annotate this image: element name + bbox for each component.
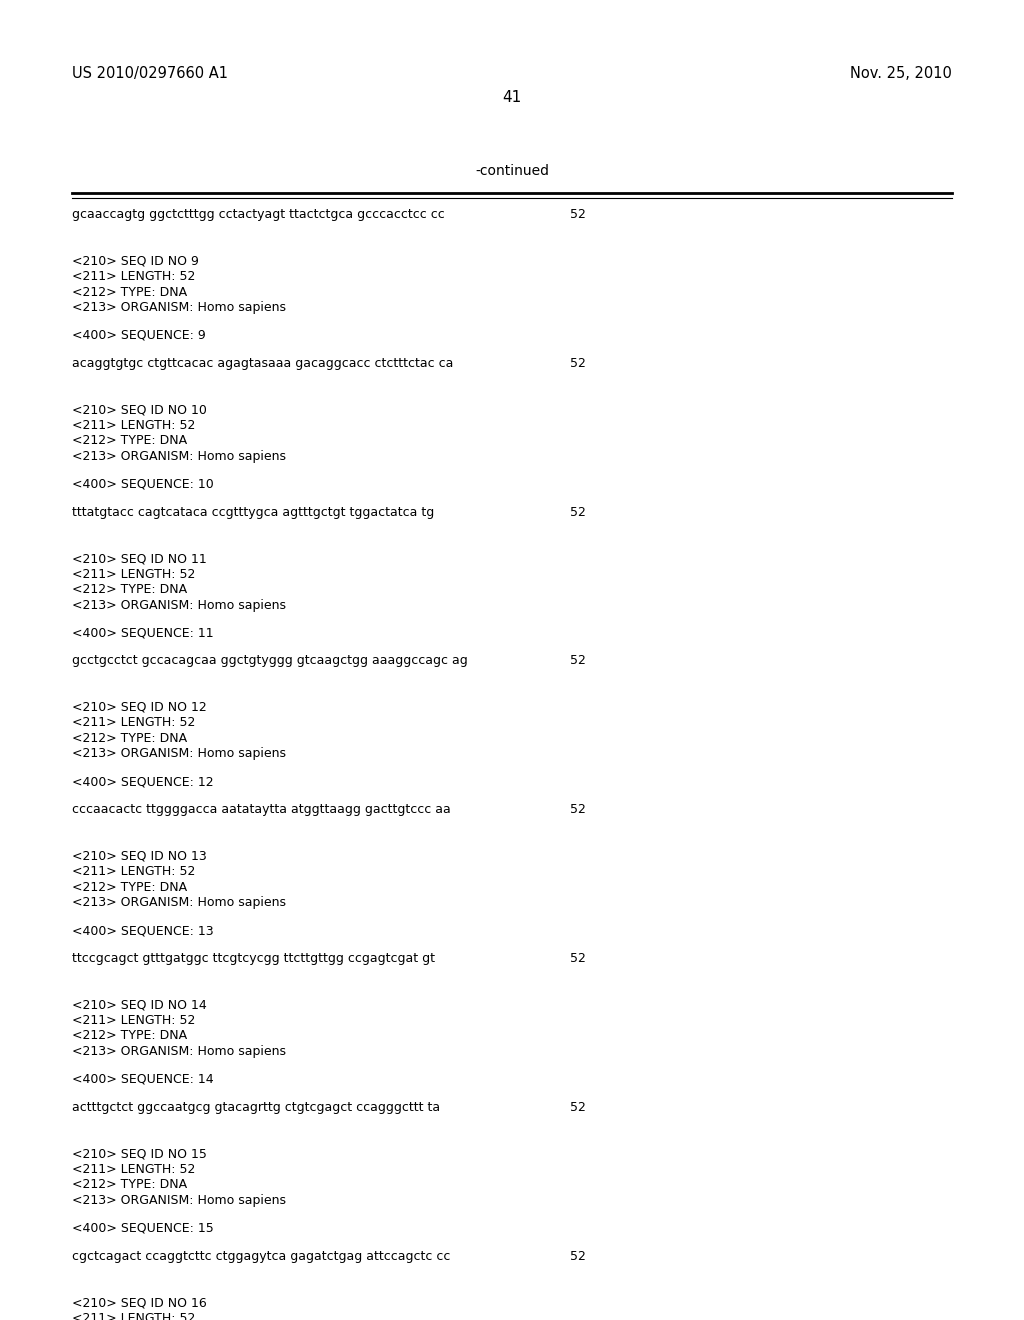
Text: <212> TYPE: DNA: <212> TYPE: DNA [72, 434, 187, 447]
Text: US 2010/0297660 A1: US 2010/0297660 A1 [72, 66, 228, 81]
Text: gcctgcctct gccacagcaa ggctgtyggg gtcaagctgg aaaggccagc ag: gcctgcctct gccacagcaa ggctgtyggg gtcaagc… [72, 655, 468, 668]
Text: <213> ORGANISM: Homo sapiens: <213> ORGANISM: Homo sapiens [72, 896, 286, 909]
Text: <210> SEQ ID NO 11: <210> SEQ ID NO 11 [72, 552, 207, 565]
Text: acaggtgtgc ctgttcacac agagtasaaa gacaggcacc ctctttctac ca: acaggtgtgc ctgttcacac agagtasaaa gacaggc… [72, 356, 454, 370]
Text: <211> LENGTH: 52: <211> LENGTH: 52 [72, 1014, 196, 1027]
Text: 52: 52 [570, 1101, 586, 1114]
Text: <213> ORGANISM: Homo sapiens: <213> ORGANISM: Homo sapiens [72, 747, 286, 760]
Text: <212> TYPE: DNA: <212> TYPE: DNA [72, 285, 187, 298]
Text: <213> ORGANISM: Homo sapiens: <213> ORGANISM: Homo sapiens [72, 1045, 286, 1059]
Text: <210> SEQ ID NO 13: <210> SEQ ID NO 13 [72, 850, 207, 863]
Text: 52: 52 [570, 356, 586, 370]
Text: <211> LENGTH: 52: <211> LENGTH: 52 [72, 568, 196, 581]
Text: <213> ORGANISM: Homo sapiens: <213> ORGANISM: Homo sapiens [72, 598, 286, 611]
Text: <211> LENGTH: 52: <211> LENGTH: 52 [72, 1312, 196, 1320]
Text: <400> SEQUENCE: 14: <400> SEQUENCE: 14 [72, 1073, 214, 1086]
Text: <400> SEQUENCE: 12: <400> SEQUENCE: 12 [72, 775, 214, 788]
Text: <213> ORGANISM: Homo sapiens: <213> ORGANISM: Homo sapiens [72, 301, 286, 314]
Text: 41: 41 [503, 90, 521, 106]
Text: <210> SEQ ID NO 16: <210> SEQ ID NO 16 [72, 1296, 207, 1309]
Text: 52: 52 [570, 1250, 586, 1263]
Text: <400> SEQUENCE: 13: <400> SEQUENCE: 13 [72, 924, 214, 937]
Text: <210> SEQ ID NO 14: <210> SEQ ID NO 14 [72, 998, 207, 1011]
Text: <210> SEQ ID NO 10: <210> SEQ ID NO 10 [72, 404, 207, 416]
Text: <400> SEQUENCE: 9: <400> SEQUENCE: 9 [72, 329, 206, 342]
Text: <212> TYPE: DNA: <212> TYPE: DNA [72, 1030, 187, 1043]
Text: <211> LENGTH: 52: <211> LENGTH: 52 [72, 271, 196, 282]
Text: -continued: -continued [475, 164, 549, 178]
Text: <210> SEQ ID NO 15: <210> SEQ ID NO 15 [72, 1147, 207, 1160]
Text: <211> LENGTH: 52: <211> LENGTH: 52 [72, 1163, 196, 1176]
Text: 52: 52 [570, 952, 586, 965]
Text: 52: 52 [570, 655, 586, 668]
Text: <212> TYPE: DNA: <212> TYPE: DNA [72, 880, 187, 894]
Text: 52: 52 [570, 803, 586, 816]
Text: <211> LENGTH: 52: <211> LENGTH: 52 [72, 865, 196, 878]
Text: <212> TYPE: DNA: <212> TYPE: DNA [72, 583, 187, 597]
Text: <211> LENGTH: 52: <211> LENGTH: 52 [72, 717, 196, 730]
Text: actttgctct ggccaatgcg gtacagrttg ctgtcgagct ccagggcttt ta: actttgctct ggccaatgcg gtacagrttg ctgtcga… [72, 1101, 440, 1114]
Text: <213> ORGANISM: Homo sapiens: <213> ORGANISM: Homo sapiens [72, 1193, 286, 1206]
Text: tttatgtacc cagtcataca ccgtttygca agtttgctgt tggactatca tg: tttatgtacc cagtcataca ccgtttygca agtttgc… [72, 506, 434, 519]
Text: cgctcagact ccaggtcttc ctggagytca gagatctgag attccagctc cc: cgctcagact ccaggtcttc ctggagytca gagatct… [72, 1250, 451, 1263]
Text: <400> SEQUENCE: 15: <400> SEQUENCE: 15 [72, 1222, 214, 1234]
Text: cccaacactc ttggggacca aatataytta atggttaagg gacttgtccc aa: cccaacactc ttggggacca aatataytta atggtta… [72, 803, 451, 816]
Text: 52: 52 [570, 209, 586, 220]
Text: <212> TYPE: DNA: <212> TYPE: DNA [72, 1179, 187, 1191]
Text: <213> ORGANISM: Homo sapiens: <213> ORGANISM: Homo sapiens [72, 450, 286, 463]
Text: 52: 52 [570, 506, 586, 519]
Text: <400> SEQUENCE: 10: <400> SEQUENCE: 10 [72, 478, 214, 491]
Text: <210> SEQ ID NO 9: <210> SEQ ID NO 9 [72, 255, 199, 268]
Text: <400> SEQUENCE: 11: <400> SEQUENCE: 11 [72, 627, 214, 639]
Text: ttccgcagct gtttgatggc ttcgtcycgg ttcttgttgg ccgagtcgat gt: ttccgcagct gtttgatggc ttcgtcycgg ttcttgt… [72, 952, 435, 965]
Text: <212> TYPE: DNA: <212> TYPE: DNA [72, 731, 187, 744]
Text: Nov. 25, 2010: Nov. 25, 2010 [850, 66, 952, 81]
Text: gcaaccagtg ggctctttgg cctactyagt ttactctgca gcccacctcc cc: gcaaccagtg ggctctttgg cctactyagt ttactct… [72, 209, 444, 220]
Text: <211> LENGTH: 52: <211> LENGTH: 52 [72, 418, 196, 432]
Text: <210> SEQ ID NO 12: <210> SEQ ID NO 12 [72, 701, 207, 714]
